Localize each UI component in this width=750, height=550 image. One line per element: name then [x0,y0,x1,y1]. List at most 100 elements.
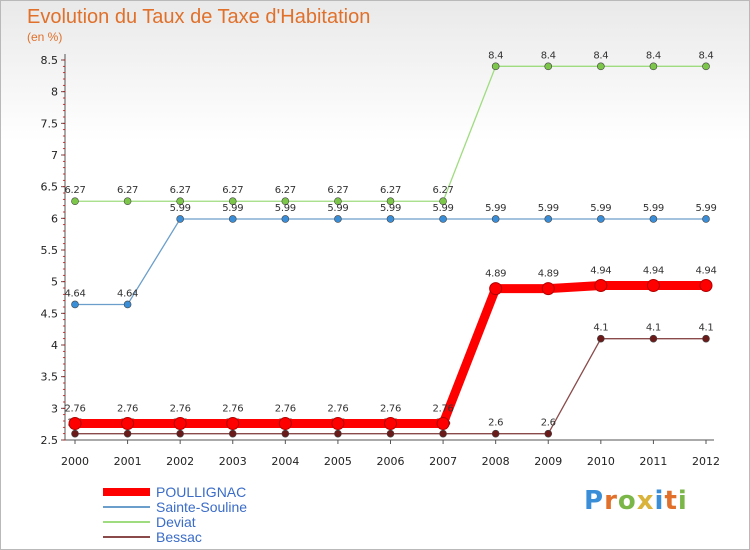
data-label: 6.27 [64,185,85,196]
data-point [436,417,450,431]
data-point [226,417,240,431]
data-label: 4.64 [117,288,138,299]
x-tick-label: 2000 [61,455,89,468]
data-label: 4.1 [698,323,713,334]
data-point [439,429,447,438]
data-label: 4.94 [643,265,664,276]
data-label: 8.4 [593,50,608,61]
x-tick-label: 2012 [692,455,720,468]
data-label: 4.1 [593,323,608,334]
data-point [176,429,184,438]
data-point [68,417,82,431]
y-tick-label: 7 [51,149,58,162]
series-line [75,65,706,202]
legend-swatch [103,521,150,523]
data-label: 8.4 [698,50,713,61]
data-label: 2.6 [488,418,503,429]
chart-title: Evolution du Taux de Taxe d'Habitation [27,6,371,28]
data-point [173,417,187,431]
data-point [71,429,79,438]
x-tick-label: 2005 [324,455,352,468]
y-tick-label: 3.5 [41,371,59,384]
data-label: 5.99 [433,203,454,214]
data-point [228,215,237,223]
x-tick-label: 2002 [166,455,194,468]
data-label: 5.99 [695,203,716,214]
data-point [176,197,184,206]
data-point [544,429,553,438]
data-label: 4.89 [485,269,506,280]
data-point [281,215,290,223]
data-label: 8.4 [488,50,503,61]
y-tick-label: 8.5 [41,54,59,67]
data-point [649,215,658,223]
data-point [386,215,395,223]
data-label: 5.99 [643,203,664,214]
data-point [121,417,135,431]
data-point [228,197,237,206]
data-label: 2.76 [327,404,348,415]
data-label: 6.27 [380,185,401,196]
data-label: 2.76 [433,404,454,415]
legend-label: POULLIGNAC [156,484,247,500]
y-tick-label: 7.5 [41,117,59,130]
data-point [384,417,397,431]
data-label: 2.76 [275,404,296,415]
y-tick-label: 5 [51,276,58,289]
data-point [228,429,237,438]
x-tick-label: 2007 [429,455,457,468]
y-tick-label: 4.5 [41,307,59,320]
data-point [334,429,342,438]
data-label: 5.99 [222,203,243,214]
data-point [281,197,290,206]
data-label: 2.76 [222,404,243,415]
data-label: 4.94 [590,265,611,276]
data-label: 4.94 [695,265,716,276]
data-label: 2.76 [117,404,138,415]
data-point [649,62,658,71]
legend-swatch [103,536,150,538]
series-deviat: 6.27 6.27 6.27 6.27 6.27 6.27 6.27 6.27 8.4 8.4 8.… [64,50,714,206]
x-tick-label: 2006 [377,455,405,468]
data-label: 6.27 [275,185,296,196]
chart-unit-label: (en %) [27,30,63,44]
data-point [439,215,447,223]
series-line [75,218,706,306]
data-point [594,278,608,292]
data-point [489,282,503,296]
proxiti-logo: Proxiti [584,486,688,516]
data-point [491,429,500,438]
x-tick-label: 2004 [271,455,299,468]
data-point [649,334,658,343]
data-label: 5.99 [327,203,348,214]
legend-label: Sainte-Souline [156,499,248,515]
data-label: 8.4 [646,50,661,61]
y-tick-label: 3 [51,402,58,415]
data-label: 5.99 [538,203,559,214]
data-point [702,62,710,71]
data-point [331,417,345,431]
data-point [123,300,132,309]
data-label: 6.27 [327,185,348,196]
data-point [491,62,500,71]
data-point [386,429,395,438]
data-label: 4.89 [538,269,559,280]
data-label: 6.27 [170,185,191,196]
data-label: 5.99 [380,203,401,214]
data-label: 2.6 [541,418,556,429]
x-tick-label: 2003 [219,455,247,468]
legend-label: Bessac [156,529,202,545]
data-label: 2.76 [380,404,401,415]
data-label: 4.64 [64,288,85,299]
data-point [544,62,553,71]
x-tick-label: 2011 [639,455,667,468]
y-tick-label: 4 [51,339,58,352]
data-label: 4.1 [646,323,661,334]
data-label: 8.4 [541,50,556,61]
data-point [386,197,395,206]
y-tick-label: 5.5 [41,244,59,257]
data-point [71,197,79,206]
data-point [541,282,555,296]
